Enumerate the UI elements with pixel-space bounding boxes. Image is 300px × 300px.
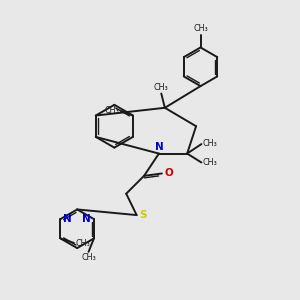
Text: CH₃: CH₃ [153, 83, 168, 92]
Text: CH₃: CH₃ [203, 158, 218, 167]
Text: N: N [82, 214, 91, 224]
Text: CH₃: CH₃ [203, 139, 218, 148]
Text: O: O [165, 169, 174, 178]
Text: N: N [63, 214, 72, 224]
Text: CH₃: CH₃ [105, 106, 119, 115]
Text: N: N [154, 142, 163, 152]
Text: CH₃: CH₃ [81, 253, 96, 262]
Text: CH₃: CH₃ [75, 239, 90, 248]
Text: S: S [140, 210, 147, 220]
Text: CH₃: CH₃ [193, 24, 208, 33]
